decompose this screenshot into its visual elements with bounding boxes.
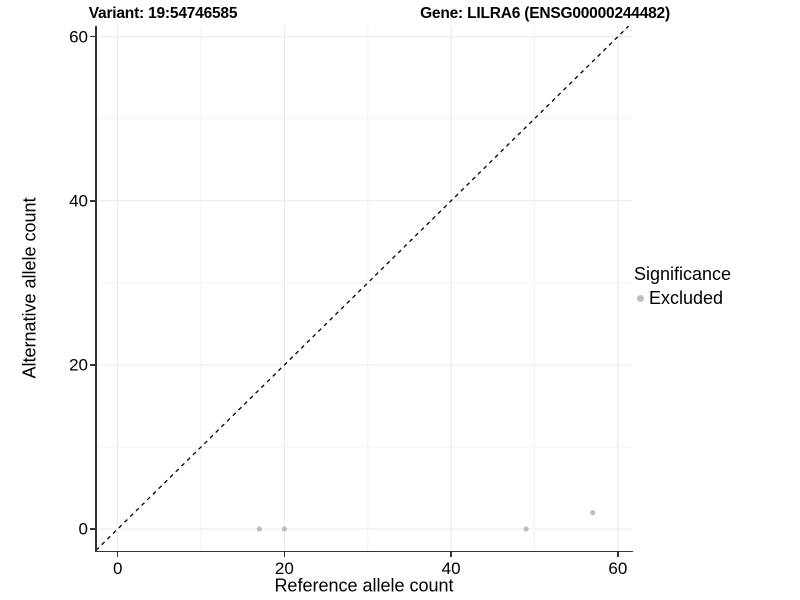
x-axis-title: Reference allele count bbox=[274, 575, 454, 596]
x-axis-tick-label: 0 bbox=[112, 559, 123, 578]
y-axis-tick bbox=[90, 35, 95, 38]
x-axis-tick bbox=[283, 552, 286, 557]
legend-entry-label: Excluded bbox=[649, 288, 724, 308]
x-axis-tick-label: 40 bbox=[441, 559, 461, 578]
y-axis-tick-label: 40 bbox=[69, 191, 88, 211]
identity-line bbox=[95, 25, 630, 551]
plot-title-variant: Variant: 19:54746585 bbox=[88, 5, 238, 22]
plot-area-svg bbox=[95, 25, 632, 552]
y-axis-tick bbox=[90, 528, 95, 530]
data-point bbox=[281, 526, 287, 532]
data-point bbox=[256, 526, 262, 532]
y-axis-tick bbox=[90, 364, 95, 366]
legend-entries: Excluded bbox=[634, 288, 731, 309]
legend-key-dot-icon bbox=[637, 295, 644, 302]
y-axis-tick-label: 60 bbox=[69, 27, 88, 47]
x-axis-tick bbox=[450, 552, 452, 557]
legend-entry: Excluded bbox=[637, 288, 731, 309]
y-axis-line bbox=[95, 26, 97, 552]
data-point bbox=[523, 526, 529, 532]
y-axis-tick bbox=[90, 200, 95, 202]
plot-panel bbox=[95, 25, 632, 552]
legend-title: Significance bbox=[634, 264, 732, 284]
x-axis-line bbox=[95, 550, 633, 552]
data-point bbox=[590, 510, 596, 516]
x-axis-tick-label: 60 bbox=[608, 559, 628, 578]
x-axis-tick bbox=[116, 552, 119, 557]
y-axis-tick-label: 0 bbox=[78, 519, 88, 539]
legend: Significance Excluded bbox=[634, 264, 731, 309]
y-axis-title: Alternative allele count bbox=[19, 197, 40, 379]
plot-title-gene: Gene: LILRA6 (ENSG00000244482) bbox=[420, 5, 670, 22]
x-axis-tick-label: 20 bbox=[274, 559, 294, 578]
y-axis-tick-label: 20 bbox=[69, 355, 88, 375]
x-axis-tick bbox=[617, 552, 619, 557]
